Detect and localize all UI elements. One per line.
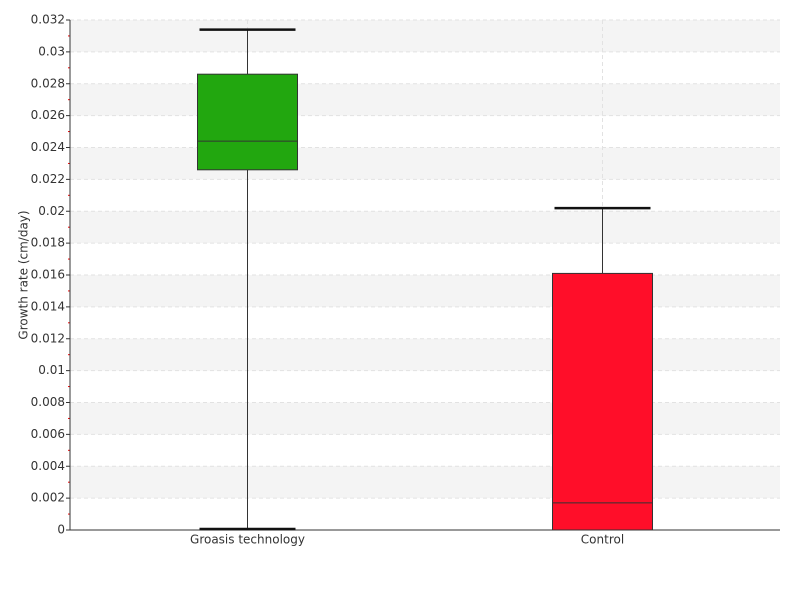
- x-tick-label: Control: [581, 533, 624, 547]
- grid-band: [70, 338, 780, 371]
- y-tick-label: 0: [57, 523, 65, 537]
- y-tick-label: 0.002: [31, 491, 65, 505]
- y-tick-label: 0.032: [31, 13, 65, 27]
- y-tick-label: 0.004: [31, 459, 65, 473]
- grid-band: [70, 402, 780, 435]
- y-tick-label: 0.024: [31, 140, 65, 154]
- y-tick-label: 0.026: [31, 108, 65, 122]
- grid-band: [70, 147, 780, 180]
- y-tick-label: 0.02: [38, 204, 65, 218]
- y-axis-label: Growth rate (cm/day): [17, 210, 31, 339]
- grid-band: [70, 83, 780, 116]
- box: [197, 73, 298, 171]
- y-tick-label: 0.006: [31, 427, 65, 441]
- grid-band: [70, 275, 780, 307]
- grid-band: [70, 466, 780, 499]
- y-tick-label: 0.028: [31, 76, 65, 90]
- y-tick-label: 0.014: [31, 299, 65, 313]
- y-tick-label: 0.012: [31, 331, 65, 345]
- grid-band: [70, 211, 780, 244]
- y-tick-label: 0.008: [31, 395, 65, 409]
- y-tick-label: 0.01: [38, 363, 65, 377]
- grid-band: [70, 20, 780, 52]
- y-tick-label: 0.016: [31, 268, 65, 282]
- y-tick-label: 0.018: [31, 236, 65, 250]
- x-tick-label: Groasis technology: [190, 533, 305, 547]
- y-tick-label: 0.022: [31, 172, 65, 186]
- y-tick-label: 0.03: [38, 44, 65, 58]
- box: [552, 272, 653, 531]
